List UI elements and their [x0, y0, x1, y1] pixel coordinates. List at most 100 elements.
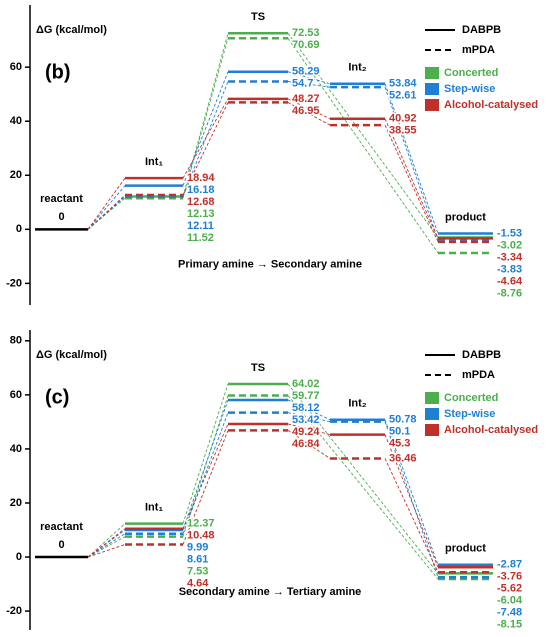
y-tick-label: 40 [10, 443, 22, 455]
connector [287, 102, 331, 126]
value-label: 70.69 [292, 39, 320, 51]
connector [384, 86, 439, 240]
value-label: -5.62 [497, 583, 522, 595]
value-label: 16.18 [187, 184, 215, 196]
connector [87, 544, 126, 558]
subtitle: Primary amine → Secondary amine [178, 258, 362, 270]
y-tick-label: 0 [16, 223, 22, 235]
legend-label: mPDA [462, 44, 495, 56]
connector [287, 38, 439, 254]
value-label: 18.94 [187, 172, 215, 184]
connector [87, 177, 126, 230]
value-label: 46.84 [292, 438, 320, 450]
y-tick-label: 40 [10, 115, 22, 127]
value-label: 59.77 [292, 390, 320, 402]
value-label: 8.61 [187, 554, 208, 566]
value-label: -4.64 [497, 275, 523, 287]
connector [182, 38, 229, 199]
connector [287, 81, 331, 88]
connector [287, 33, 439, 238]
y-tick-label: -20 [6, 277, 22, 289]
value-label: 52.61 [389, 90, 417, 102]
value-label: 50.78 [389, 414, 417, 426]
connector [87, 194, 126, 230]
legend-label: mPDA [462, 369, 495, 381]
connector [182, 33, 229, 197]
y-tick-label: 20 [10, 497, 22, 509]
legend-swatch [425, 408, 439, 420]
value-label: 72.53 [292, 27, 320, 39]
value-label: 0 [58, 539, 64, 551]
y-axis-label: ΔG (kcal/mol) [36, 349, 107, 361]
connector [384, 118, 439, 239]
value-label: 40.92 [389, 113, 417, 125]
connector [87, 185, 126, 230]
value-label: 38.55 [389, 125, 417, 137]
value-label: -8.76 [497, 287, 522, 299]
connector [182, 383, 229, 524]
category-label: Int₂ [348, 62, 366, 74]
value-label: 4.64 [187, 578, 209, 590]
connector [182, 430, 229, 545]
legend-label: Alcohol-catalysed [444, 424, 538, 436]
connector [287, 423, 331, 436]
legend-swatch [425, 83, 439, 95]
value-label: 46.95 [292, 105, 320, 117]
connector [182, 98, 229, 179]
value-label: 53.42 [292, 414, 320, 426]
connector [287, 412, 331, 423]
y-tick-label: -20 [6, 605, 22, 617]
value-label: -8.15 [497, 619, 522, 631]
connector [384, 421, 439, 578]
value-label: 36.46 [389, 452, 417, 464]
connector [384, 434, 439, 568]
subtitle: Secondary amine → Tertiary amine [179, 586, 362, 598]
value-label: 64.02 [292, 378, 320, 390]
legend-label: DABPB [462, 24, 501, 36]
connector [87, 533, 126, 558]
value-label: 54.7 [292, 78, 313, 90]
connector [87, 523, 126, 558]
legend-label: DABPB [462, 349, 501, 361]
y-tick-label: 20 [10, 169, 22, 181]
category-label: Int₁ [145, 502, 163, 514]
panel-label: (c) [45, 386, 69, 408]
value-label: -3.02 [497, 239, 522, 251]
connector [182, 423, 229, 529]
legend-swatch [425, 392, 439, 404]
category-label: TS [251, 362, 265, 374]
value-label: 11.52 [187, 232, 214, 244]
value-label: -7.48 [497, 607, 522, 619]
category-label: reactant [40, 521, 83, 533]
category-label: TS [251, 11, 265, 23]
y-tick-label: 80 [10, 335, 22, 347]
value-label: 48.27 [292, 93, 320, 105]
legend-label: Concerted [444, 392, 498, 404]
legend-swatch [425, 67, 439, 79]
category-label: product [445, 543, 486, 555]
value-label: 0 [58, 211, 64, 223]
value-label: 7.53 [187, 566, 208, 578]
connector [287, 430, 331, 459]
value-label: -3.83 [497, 263, 522, 275]
value-label: 12.13 [187, 208, 215, 220]
category-label: Int₁ [145, 156, 163, 168]
category-label: product [445, 211, 486, 223]
legend-label: Concerted [444, 67, 498, 79]
panel-label: (b) [45, 61, 71, 83]
value-label: -2.87 [497, 559, 522, 571]
connector [287, 98, 331, 120]
connector [182, 412, 229, 534]
value-label: 12.11 [187, 220, 214, 232]
legend-swatch [425, 424, 439, 436]
value-label: 58.12 [292, 402, 320, 414]
connector [287, 71, 331, 85]
value-label: 10.48 [187, 530, 215, 542]
y-tick-label: 60 [10, 61, 22, 73]
connector [287, 399, 331, 421]
connector [87, 528, 126, 558]
value-label: 9.99 [187, 542, 208, 554]
value-label: -6.04 [497, 595, 523, 607]
y-tick-label: 60 [10, 389, 22, 401]
